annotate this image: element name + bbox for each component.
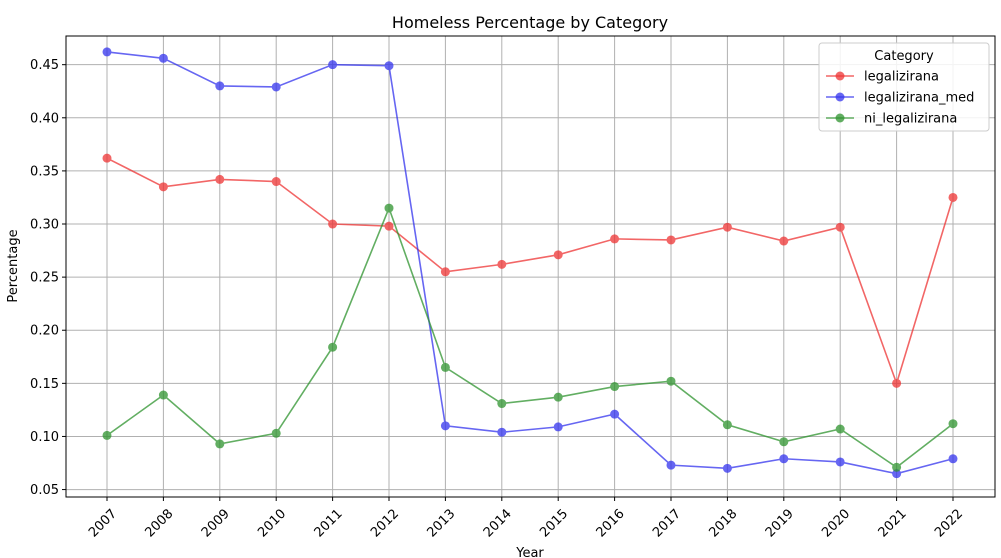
x-tick-label: 2017 — [650, 506, 684, 540]
data-point — [779, 454, 789, 464]
data-point — [328, 342, 338, 352]
series-line — [106, 157, 954, 386]
legend-label: legalizirana — [864, 70, 939, 85]
x-tick-label: 2011 — [312, 506, 346, 540]
x-tick-label: 2007 — [86, 506, 120, 540]
legend-box — [818, 42, 990, 132]
data-point — [892, 462, 902, 472]
x-tick-label: 2015 — [537, 506, 571, 540]
data-point — [102, 153, 112, 163]
x-tick-label: 2012 — [368, 506, 402, 540]
data-point — [328, 60, 338, 70]
y-tick-label: 0.45 — [30, 58, 59, 73]
plot-frame — [65, 35, 996, 498]
data-point — [666, 460, 676, 470]
data-point — [835, 457, 845, 467]
data-point — [722, 420, 732, 430]
series-line — [106, 51, 954, 475]
legend-label: ni_legalizirana — [864, 112, 957, 127]
data-point — [440, 362, 450, 372]
data-point — [384, 221, 394, 231]
legend: Category legalizirana legalizirana_med ni_… — [818, 42, 990, 132]
y-tick-label: 0.35 — [30, 164, 59, 179]
series-legalizirana — [102, 153, 958, 388]
data-point — [271, 177, 281, 187]
x-tick-label: 2020 — [819, 506, 853, 540]
legend-entry: legalizirana_med — [826, 91, 974, 106]
x-tick-label: 2021 — [876, 506, 910, 540]
data-point — [215, 439, 225, 449]
x-tick-label: 2010 — [255, 506, 289, 540]
data-point — [835, 222, 845, 232]
legend-entry: ni_legalizirana — [826, 112, 957, 127]
x-tick-label: 2008 — [142, 506, 176, 540]
data-point — [892, 469, 902, 479]
data-point — [948, 192, 958, 202]
data-point — [440, 267, 450, 277]
series-legalizirana_med — [102, 47, 958, 479]
x-tick-label: 2018 — [706, 506, 740, 540]
data-point — [497, 259, 507, 269]
legend-marker — [835, 71, 845, 81]
x-tick-label: 2014 — [481, 506, 515, 540]
legend-entry: legalizirana — [826, 70, 939, 85]
legend-title: Category — [874, 49, 934, 64]
y-tick-label: 0.05 — [30, 483, 59, 498]
x-tick-label: 2022 — [932, 506, 966, 540]
y-tick-label: 0.10 — [30, 430, 59, 445]
data-point — [158, 182, 168, 192]
data-point — [102, 430, 112, 440]
data-point — [102, 47, 112, 57]
data-point — [610, 234, 620, 244]
data-point — [553, 422, 563, 432]
x-tick-label: 2016 — [594, 506, 628, 540]
data-point — [610, 409, 620, 419]
data-point — [610, 382, 620, 392]
data-point — [271, 82, 281, 92]
data-point — [722, 463, 732, 473]
data-point — [779, 236, 789, 246]
data-point — [948, 454, 958, 464]
data-point — [722, 222, 732, 232]
data-point — [892, 378, 902, 388]
legend-label: legalizirana_med — [864, 91, 974, 106]
x-tick-label: 2019 — [763, 506, 797, 540]
data-point — [553, 250, 563, 260]
series-layer — [102, 47, 958, 479]
chart-title: Homeless Percentage by Category — [392, 13, 668, 32]
y-tick-label: 0.20 — [30, 324, 59, 339]
legend-marker — [835, 113, 845, 123]
data-point — [215, 174, 225, 184]
data-point — [158, 53, 168, 63]
x-axis-title: Year — [515, 546, 544, 558]
y-axis-title: Percentage — [6, 229, 21, 302]
grid — [66, 36, 995, 497]
data-point — [215, 81, 225, 91]
data-point — [384, 203, 394, 213]
y-tick-label: 0.30 — [30, 218, 59, 233]
x-tick-label: 2009 — [199, 506, 233, 540]
data-point — [666, 376, 676, 386]
data-point — [779, 437, 789, 447]
data-point — [666, 235, 676, 245]
data-point — [497, 427, 507, 437]
y-tick-label: 0.25 — [30, 271, 59, 286]
data-point — [158, 390, 168, 400]
legend-marker — [835, 92, 845, 102]
data-point — [948, 419, 958, 429]
x-tick-label: 2013 — [424, 506, 458, 540]
y-tick-label: 0.40 — [30, 111, 59, 126]
series-ni_legalizirana — [102, 203, 958, 472]
data-point — [271, 428, 281, 438]
data-point — [328, 219, 338, 229]
data-point — [384, 61, 394, 71]
series-line — [106, 205, 954, 469]
data-point — [835, 424, 845, 434]
data-point — [440, 421, 450, 431]
data-point — [553, 392, 563, 402]
y-tick-label: 0.15 — [30, 377, 59, 392]
data-point — [497, 399, 507, 409]
